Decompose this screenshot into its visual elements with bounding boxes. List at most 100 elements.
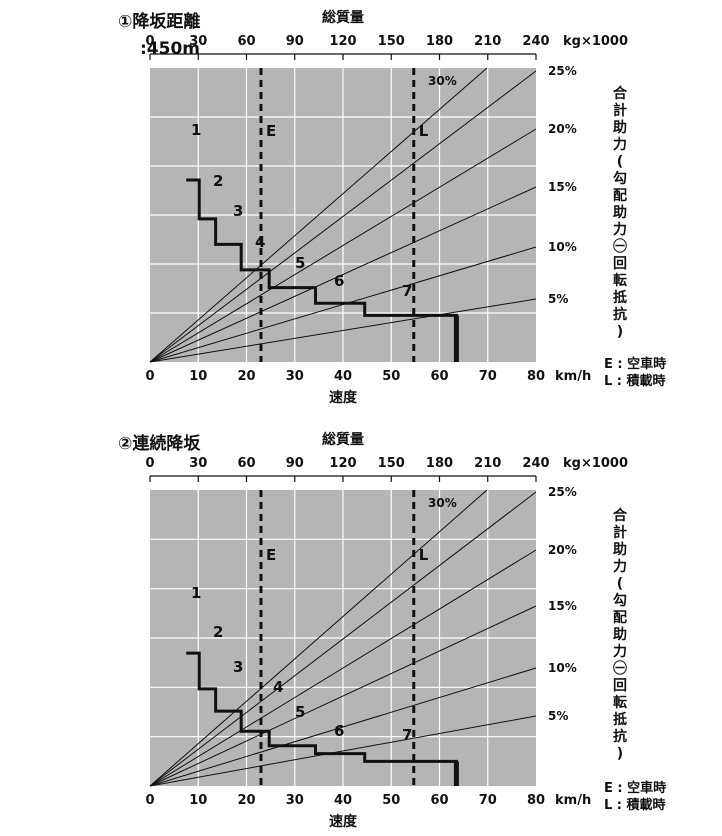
top-axis-label: 総質量 xyxy=(322,9,364,26)
top-axis-unit: kg×1000 xyxy=(563,456,628,471)
grade-line-25 xyxy=(149,491,537,787)
x-tick-label: 0 xyxy=(145,793,154,808)
top-tick-label: 90 xyxy=(286,34,304,49)
right-axis-label-char: 合 xyxy=(613,507,628,524)
right-axis-label-char: 回 xyxy=(613,256,627,272)
right-axis-label-char: 力 xyxy=(613,558,627,575)
x-tick-label: 80 xyxy=(527,369,545,384)
right-axis-label-char: 力 xyxy=(613,643,627,660)
gear-label-5: 5 xyxy=(295,703,305,721)
right-axis-label-char: 配 xyxy=(613,188,627,204)
grade-label-20: 20% xyxy=(548,543,577,557)
gear-label-4: 4 xyxy=(273,678,283,696)
top-tick-label: 60 xyxy=(237,34,255,49)
gear-label-3: 3 xyxy=(233,658,243,676)
right-axis-label-char: ( xyxy=(617,576,623,592)
grade-label-30: 30% xyxy=(428,496,457,510)
right-axis-label-char: 力 xyxy=(613,221,627,238)
x-tick-label: 30 xyxy=(286,369,304,384)
top-axis-unit: kg×1000 xyxy=(563,34,628,49)
right-axis-label-char: 助 xyxy=(613,626,627,643)
gear-label-7: 7 xyxy=(402,282,412,300)
x-tick-label: 80 xyxy=(527,793,545,808)
top-tick-label: 150 xyxy=(378,456,405,471)
grade-label-5: 5% xyxy=(548,292,568,306)
gear-label-1: 1 xyxy=(191,121,201,139)
right-axis-label-char: 力 xyxy=(613,136,627,153)
right-axis-label-char: ㊀ xyxy=(613,660,627,677)
legend-entry: L : 積載時 xyxy=(604,373,666,389)
gear-step-line xyxy=(186,651,458,786)
right-axis-label-char: 転 xyxy=(613,272,627,289)
x-axis-unit: km/h xyxy=(555,369,591,384)
gear-label-1: 1 xyxy=(191,584,201,602)
right-axis-label-char: ) xyxy=(617,324,623,340)
grade-label-30: 30% xyxy=(428,74,457,88)
x-tick-label: 50 xyxy=(382,369,400,384)
gear-label-4: 4 xyxy=(255,233,265,251)
right-axis-label-char: 助 xyxy=(613,541,627,558)
right-axis-label-char: 回 xyxy=(613,678,627,694)
x-axis-unit: km/h xyxy=(555,793,591,808)
x-axis-label: 速度 xyxy=(329,813,358,830)
top-tick-label: 210 xyxy=(474,34,501,49)
gear-label-2: 2 xyxy=(213,623,223,641)
top-tick-label: 60 xyxy=(237,456,255,471)
right-axis-label-char: 助 xyxy=(613,119,627,136)
right-axis-label-char: 抵 xyxy=(613,711,627,728)
grade-line-30 xyxy=(149,489,488,787)
gear-label-3: 3 xyxy=(233,202,243,220)
top-tick-label: 0 xyxy=(145,34,154,49)
grade-label-25: 25% xyxy=(548,485,577,499)
grade-line-25 xyxy=(149,70,537,363)
grade-line-10 xyxy=(149,667,537,787)
top-tick-label: 240 xyxy=(522,456,549,471)
right-axis-label-char: 配 xyxy=(613,610,627,626)
x-tick-label: 60 xyxy=(430,369,448,384)
right-axis-label-char: 転 xyxy=(613,694,627,711)
x-tick-label: 30 xyxy=(286,793,304,808)
right-axis-label-char: 勾 xyxy=(613,170,627,187)
reference-label-E: E xyxy=(266,122,276,140)
grade-line-5 xyxy=(149,715,537,787)
reference-label-L: L xyxy=(419,122,429,140)
legend-entry: L : 積載時 xyxy=(604,797,666,813)
x-tick-label: 10 xyxy=(189,369,207,384)
x-axis-label: 速度 xyxy=(329,389,358,406)
reference-label-L: L xyxy=(419,546,429,564)
top-tick-label: 0 xyxy=(145,456,154,471)
gear-label-6: 6 xyxy=(334,272,344,290)
top-tick-label: 120 xyxy=(329,456,356,471)
grade-label-15: 15% xyxy=(548,180,577,194)
grade-line-20 xyxy=(149,128,537,363)
right-axis-label-char: 抵 xyxy=(613,289,627,306)
gear-label-5: 5 xyxy=(295,254,305,272)
chart-title: ①降坂距離 xyxy=(118,11,200,32)
grade-label-5: 5% xyxy=(548,709,568,723)
x-tick-label: 20 xyxy=(237,369,255,384)
grade-line-30 xyxy=(149,67,488,363)
x-tick-label: 40 xyxy=(334,793,352,808)
gear-label-6: 6 xyxy=(334,722,344,740)
x-tick-label: 50 xyxy=(382,793,400,808)
legend-entry: E : 空車時 xyxy=(604,780,666,796)
gear-label-2: 2 xyxy=(213,172,223,190)
top-tick-label: 150 xyxy=(378,34,405,49)
right-axis-label-char: 合 xyxy=(613,85,628,102)
legend-entry: E : 空車時 xyxy=(604,356,666,372)
right-axis-label-char: ) xyxy=(617,746,623,762)
right-axis-label-char: 計 xyxy=(613,102,627,119)
x-tick-label: 70 xyxy=(479,369,497,384)
right-axis-label-char: 計 xyxy=(613,524,627,541)
top-tick-label: 240 xyxy=(522,34,549,49)
top-tick-label: 210 xyxy=(474,456,501,471)
grade-label-25: 25% xyxy=(548,64,577,78)
grade-label-20: 20% xyxy=(548,122,577,136)
x-tick-label: 40 xyxy=(334,369,352,384)
top-tick-label: 90 xyxy=(286,456,304,471)
grade-line-5 xyxy=(149,298,537,363)
right-axis-label-char: 助 xyxy=(613,204,627,221)
